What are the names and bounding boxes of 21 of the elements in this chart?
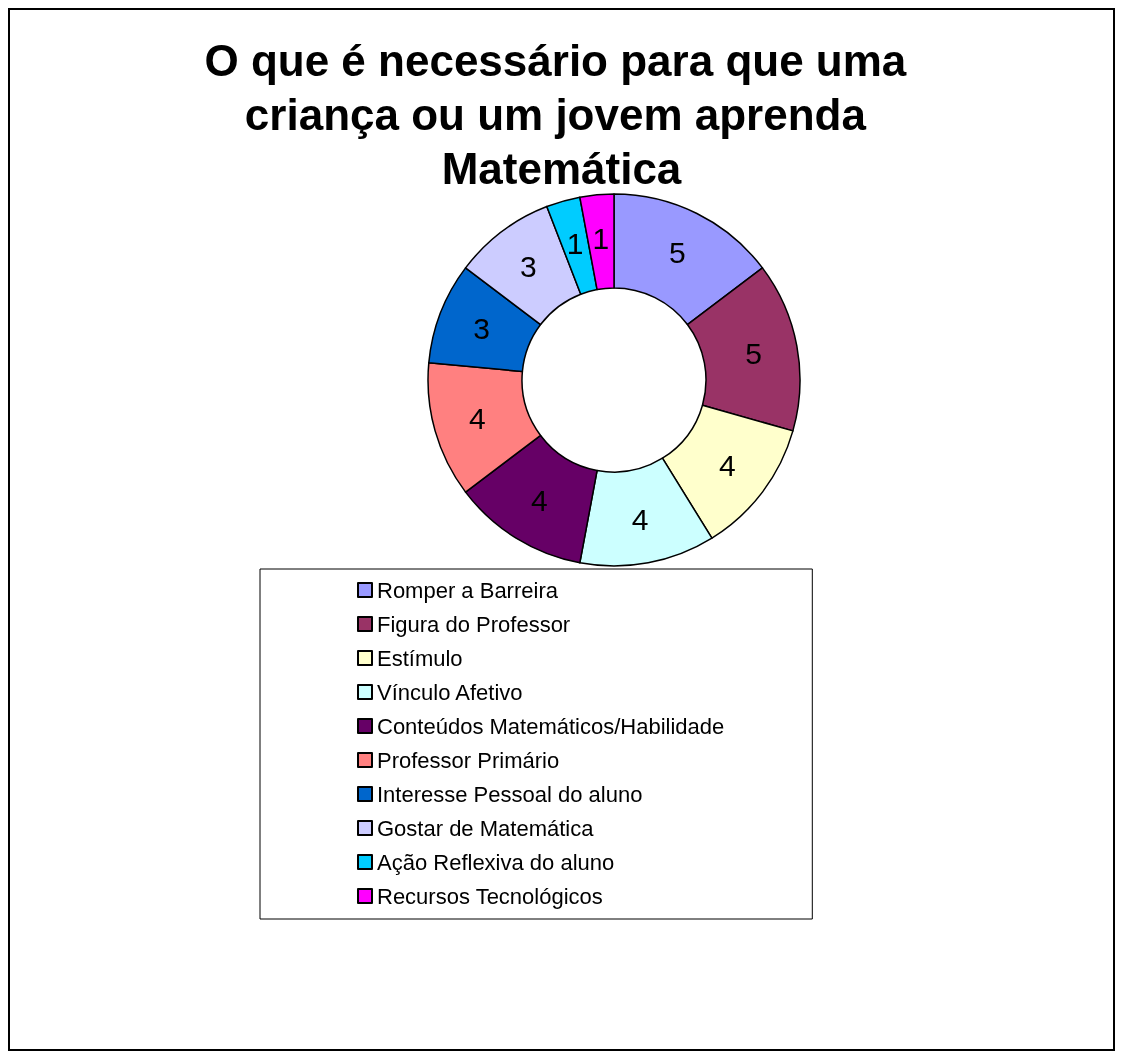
data-label: 4 xyxy=(530,484,548,518)
data-label: 1 xyxy=(566,226,584,260)
data-label: 5 xyxy=(745,337,762,371)
legend-label: Vínculo Afetivo xyxy=(377,679,523,705)
legend-label: Romper a Barreira xyxy=(377,577,559,603)
legend-label: Figura do Professor xyxy=(377,611,571,637)
data-label: 5 xyxy=(668,236,686,270)
legend-label: Recursos Tecnológicos xyxy=(377,883,603,909)
legend-label: Interesse Pessoal do aluno xyxy=(377,781,643,807)
legend-label: Conteúdos Matemáticos/Habilidade xyxy=(377,713,725,739)
legend-label: Ação Reflexiva do aluno xyxy=(377,849,615,875)
data-label: 3 xyxy=(520,250,537,284)
legend-label: Estímulo xyxy=(377,645,463,671)
legend-label: Gostar de Matemática xyxy=(377,815,595,841)
data-label: 4 xyxy=(718,449,736,483)
data-label: 1 xyxy=(592,222,610,256)
chart-title: O que é necessário para que uma criança ou um jovem aprenda Matemática xyxy=(204,35,919,193)
legend-label: Professor Primário xyxy=(377,747,560,773)
data-label: 4 xyxy=(631,503,649,537)
data-label: 4 xyxy=(469,402,486,436)
data-label: 3 xyxy=(473,312,490,346)
